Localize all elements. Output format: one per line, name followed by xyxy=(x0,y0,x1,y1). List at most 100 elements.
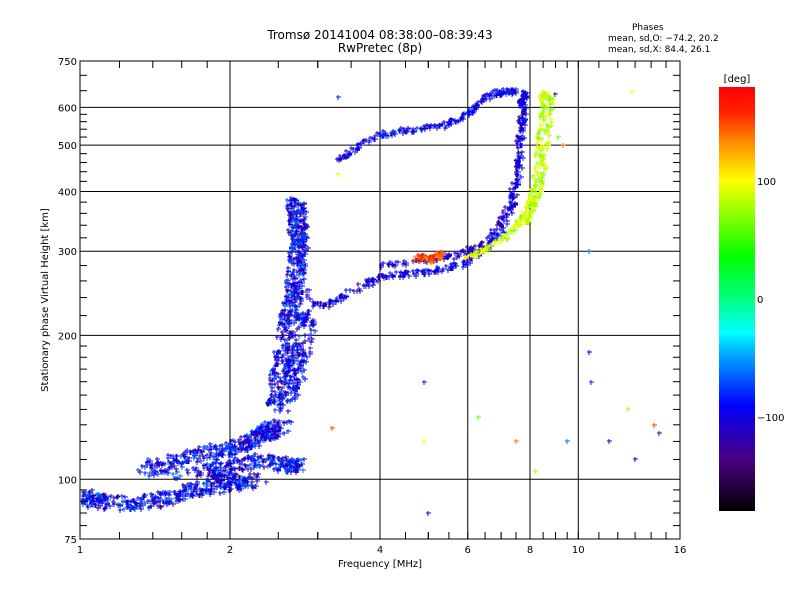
data-point xyxy=(561,143,566,148)
data-point xyxy=(303,333,308,338)
data-point xyxy=(173,490,178,495)
data-point xyxy=(292,245,297,250)
data-point xyxy=(284,381,289,386)
data-point xyxy=(284,295,289,300)
data-point xyxy=(461,265,466,270)
data-point xyxy=(533,167,538,172)
data-point xyxy=(158,497,163,502)
data-point xyxy=(266,422,271,427)
data-point xyxy=(299,322,304,327)
y-tick-label: 750 xyxy=(58,57,77,68)
data-point xyxy=(278,407,283,412)
data-point xyxy=(281,346,286,351)
y-tick-label: 500 xyxy=(58,141,77,152)
data-point xyxy=(140,499,145,504)
stats-o-mode: mean, sd,O: −74.2, 20.2 xyxy=(608,34,719,44)
data-point xyxy=(290,272,295,277)
data-point xyxy=(207,448,212,453)
data-point xyxy=(338,156,343,161)
data-point xyxy=(537,146,542,151)
data-point xyxy=(468,110,473,115)
data-point xyxy=(198,487,203,492)
data-point xyxy=(521,90,526,95)
data-point xyxy=(485,245,490,250)
data-point xyxy=(422,380,427,385)
data-point xyxy=(539,183,544,188)
data-point xyxy=(196,457,201,462)
data-point xyxy=(112,502,117,507)
data-point xyxy=(297,317,302,322)
data-point xyxy=(479,241,484,246)
data-point xyxy=(544,115,549,120)
data-point xyxy=(519,175,524,180)
data-point xyxy=(297,209,302,214)
data-point xyxy=(181,494,186,499)
data-point xyxy=(381,261,386,266)
data-point xyxy=(287,258,292,263)
data-point xyxy=(199,459,204,464)
data-point xyxy=(286,269,291,274)
data-point xyxy=(278,402,283,407)
data-point xyxy=(193,468,198,473)
data-point xyxy=(215,477,220,482)
data-point xyxy=(339,299,344,304)
data-point xyxy=(501,235,506,240)
data-point xyxy=(361,139,366,144)
data-point xyxy=(299,458,304,463)
data-point xyxy=(453,251,458,256)
y-axis-label: Stationary phase Virtual Height [km] xyxy=(40,208,51,392)
data-point xyxy=(299,219,304,224)
x-tick-label: 10 xyxy=(572,545,585,556)
x-tick-label: 4 xyxy=(377,545,383,556)
data-point xyxy=(276,351,281,356)
data-point xyxy=(303,223,308,228)
data-point xyxy=(533,154,538,159)
data-point xyxy=(100,498,105,503)
data-point xyxy=(493,89,498,94)
data-point xyxy=(633,457,638,462)
data-point xyxy=(192,454,197,459)
data-point xyxy=(295,327,300,332)
data-point xyxy=(411,269,416,274)
data-point xyxy=(171,502,176,507)
data-point xyxy=(541,102,546,107)
data-point xyxy=(291,334,296,339)
data-point xyxy=(302,277,307,282)
data-point xyxy=(191,449,196,454)
data-point xyxy=(269,393,274,398)
data-point xyxy=(299,312,304,317)
data-point xyxy=(250,455,255,460)
data-point xyxy=(108,504,113,509)
data-point xyxy=(219,479,224,484)
data-point xyxy=(115,495,120,500)
data-point xyxy=(271,367,276,372)
data-point xyxy=(290,467,295,472)
data-point xyxy=(287,251,292,256)
data-point xyxy=(208,442,213,447)
data-point xyxy=(268,378,273,383)
data-point xyxy=(232,475,237,480)
data-point xyxy=(406,270,411,275)
data-point xyxy=(174,499,179,504)
data-point xyxy=(295,229,300,234)
data-point xyxy=(175,470,180,475)
data-point xyxy=(143,471,148,476)
colorbar-tick-label: 0 xyxy=(757,295,763,306)
data-point xyxy=(285,463,290,468)
data-point xyxy=(121,499,126,504)
data-point xyxy=(514,91,519,96)
data-point xyxy=(298,302,303,307)
data-point xyxy=(279,337,284,342)
data-point xyxy=(208,455,213,460)
data-point xyxy=(427,269,432,274)
data-point xyxy=(98,495,103,500)
data-point xyxy=(300,358,305,363)
data-point xyxy=(544,142,549,147)
data-point xyxy=(152,473,157,478)
data-point xyxy=(296,202,301,207)
data-point xyxy=(143,501,148,506)
data-point xyxy=(378,272,383,277)
data-point xyxy=(516,140,521,145)
data-point xyxy=(513,203,518,208)
data-point xyxy=(535,161,540,166)
